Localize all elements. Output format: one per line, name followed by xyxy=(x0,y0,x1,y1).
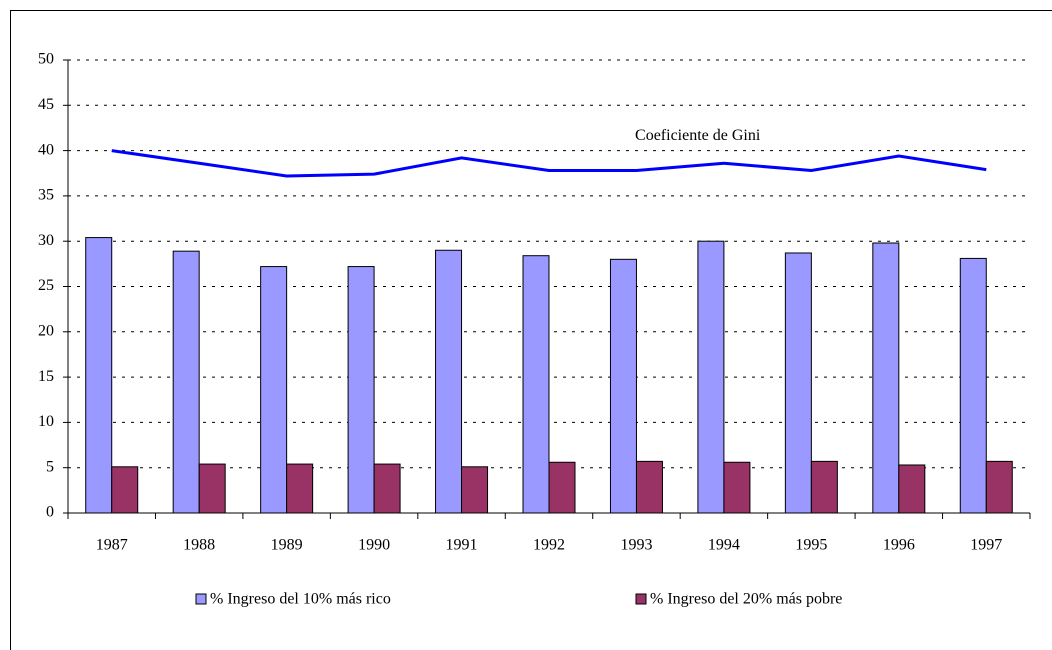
bar xyxy=(260,266,288,514)
x-tick-label: 1994 xyxy=(708,537,740,554)
bar xyxy=(522,255,550,514)
bar xyxy=(435,249,463,514)
bar xyxy=(872,242,900,514)
x-tick-label: 1997 xyxy=(970,537,1002,554)
legend-label: % Ingreso del 10% más rico xyxy=(210,591,391,608)
x-tick-label: 1989 xyxy=(271,537,303,554)
bar xyxy=(111,466,139,514)
legend-swatch xyxy=(195,593,207,605)
x-tick-label: 1992 xyxy=(533,537,565,554)
chart-frame xyxy=(10,10,1052,650)
bar xyxy=(810,460,838,514)
bar xyxy=(635,460,663,514)
y-tick-label: 40 xyxy=(38,141,54,158)
y-tick-label: 35 xyxy=(38,187,54,204)
bar xyxy=(85,237,113,514)
x-tick-label: 1995 xyxy=(795,537,827,554)
bar xyxy=(898,464,926,514)
x-tick-label: 1996 xyxy=(883,537,915,554)
y-tick-label: 45 xyxy=(38,96,54,113)
line-label: Coeficiente de Gini xyxy=(635,127,761,144)
x-tick-label: 1987 xyxy=(96,537,128,554)
legend-label: % Ingreso del 20% más pobre xyxy=(650,591,842,608)
bar xyxy=(286,463,314,514)
bar xyxy=(609,258,637,514)
y-tick-label: 20 xyxy=(38,322,54,339)
x-tick-label: 1990 xyxy=(358,537,390,554)
bar xyxy=(985,460,1013,514)
x-tick-label: 1988 xyxy=(183,537,215,554)
bar xyxy=(959,257,987,514)
y-tick-label: 15 xyxy=(38,368,54,385)
y-tick-label: 5 xyxy=(46,458,54,475)
bar xyxy=(172,250,200,514)
legend-swatch xyxy=(635,593,647,605)
x-tick-label: 1993 xyxy=(620,537,652,554)
y-tick-label: 10 xyxy=(38,413,54,430)
bar xyxy=(548,461,576,514)
y-tick-label: 25 xyxy=(38,277,54,294)
bar xyxy=(461,466,489,514)
bar xyxy=(784,252,812,514)
x-tick-label: 1991 xyxy=(446,537,478,554)
bar xyxy=(198,463,226,514)
y-tick-label: 0 xyxy=(46,504,54,521)
bar xyxy=(373,463,401,514)
y-tick-label: 30 xyxy=(38,232,54,249)
line xyxy=(111,149,987,178)
bar xyxy=(347,266,375,514)
y-tick-label: 50 xyxy=(38,51,54,68)
bar xyxy=(697,240,725,514)
bar xyxy=(723,461,751,514)
